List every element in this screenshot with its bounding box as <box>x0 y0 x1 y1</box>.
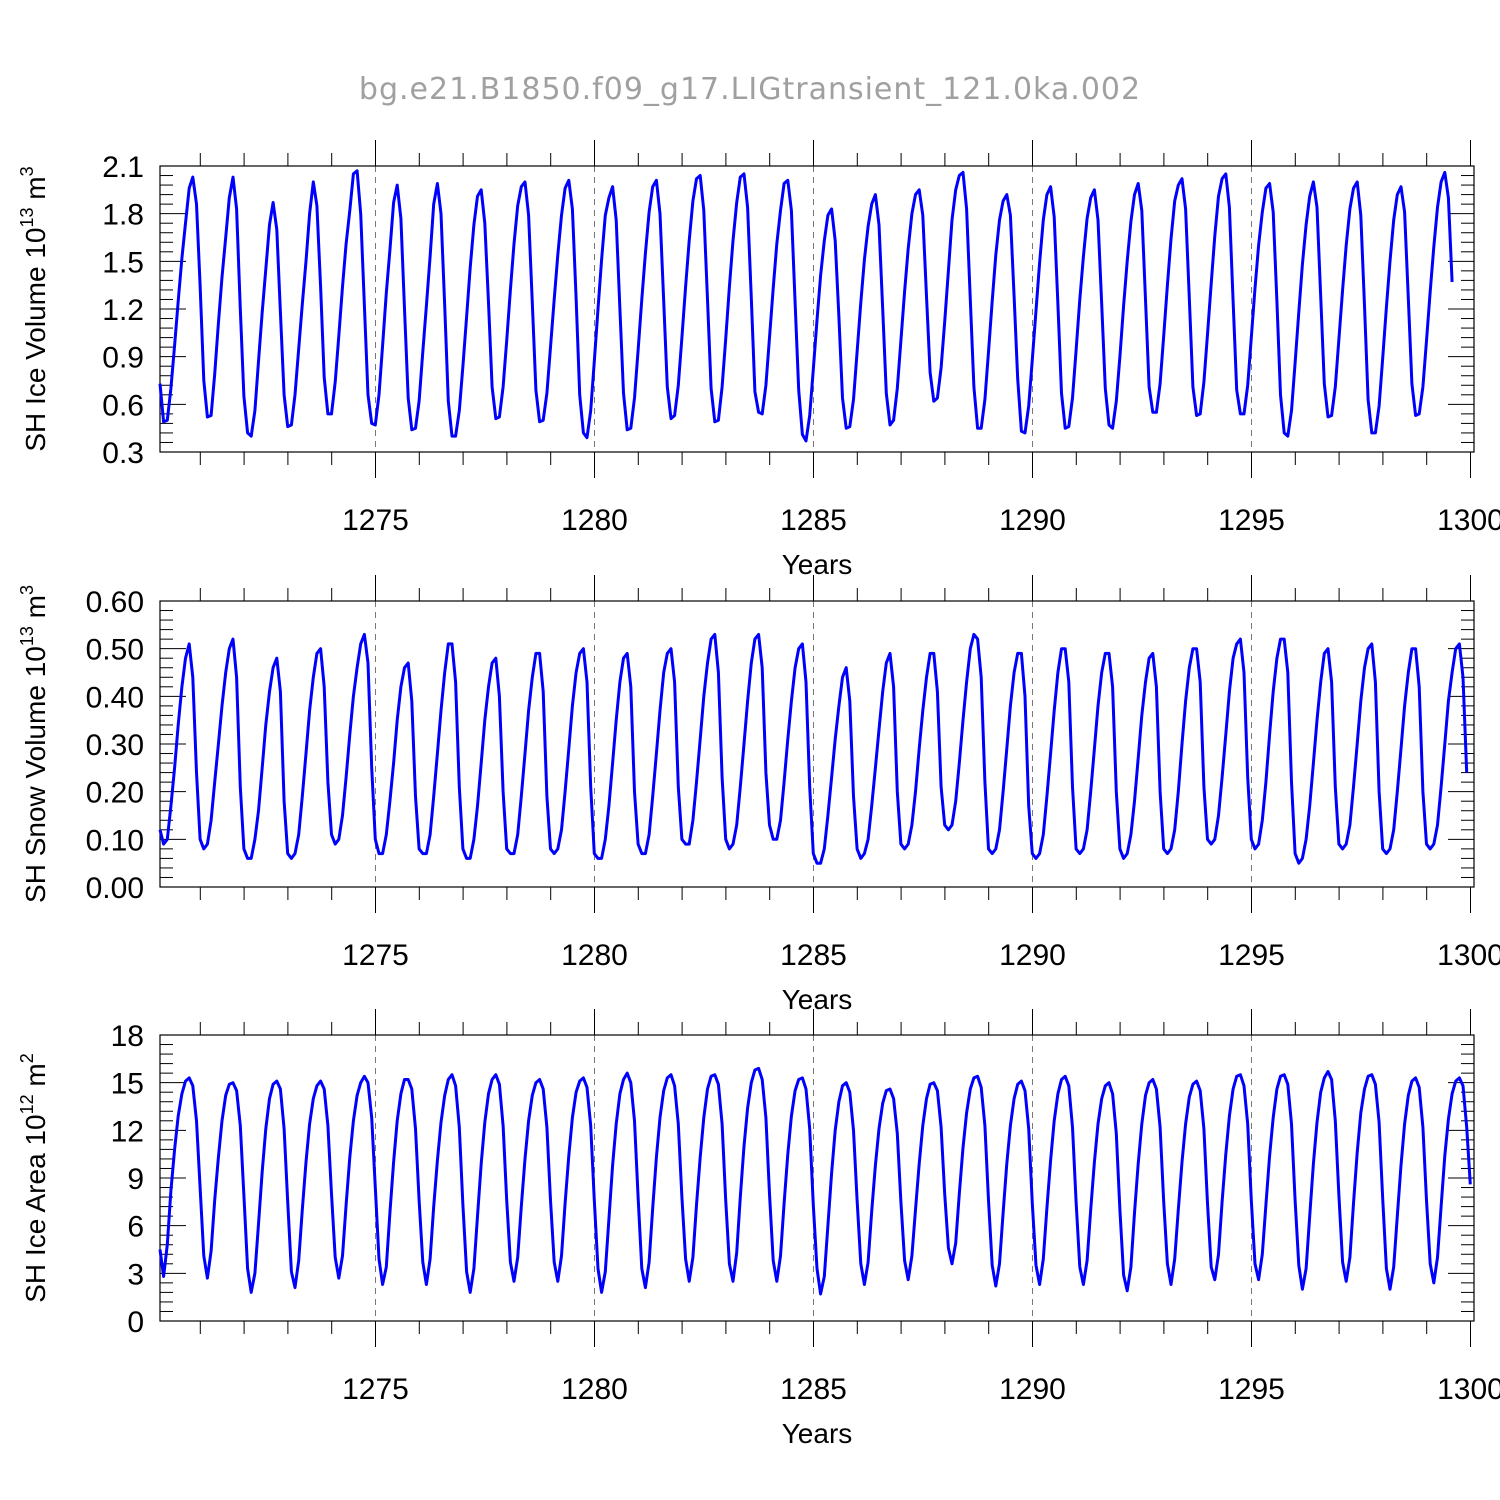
y-tick-label: 2.1 <box>102 151 144 184</box>
x-axis-title: Years <box>782 984 853 1015</box>
y-tick-label: 0.30 <box>86 729 144 762</box>
y-axis-title-unit-exponent: 3 <box>17 166 37 176</box>
y-tick-label: 0.6 <box>102 389 144 422</box>
y-axis-title: SH Snow Volume 1013 m3 <box>17 585 51 903</box>
y-tick-label: 0.3 <box>102 437 144 470</box>
x-tick-label: 1280 <box>561 1373 628 1406</box>
x-tick-label: 1300 <box>1437 504 1500 537</box>
panel-ice-volume: 0.3 0.6 0.9 1.2 1.5 1.8 2.1 1275 1280 1285 1290 129… <box>17 140 1500 580</box>
x-tick-label: 1300 <box>1437 939 1500 972</box>
x-axis-title: Years <box>782 1418 853 1449</box>
x-tick-label: 1290 <box>999 1373 1066 1406</box>
y-axis-title-exponent: 13 <box>17 207 37 227</box>
y-axis-title-exponent: 13 <box>17 626 37 646</box>
y-tick-label: 1.2 <box>102 294 144 327</box>
x-tick-label: 1290 <box>999 504 1066 537</box>
x-tick-label: 1300 <box>1437 1373 1500 1406</box>
y-tick-label: 9 <box>127 1163 144 1196</box>
y-tick-label: 0.20 <box>86 777 144 810</box>
y-axis-title-unit-exponent: 2 <box>17 1053 37 1063</box>
y-tick-label: 0.60 <box>86 586 144 619</box>
data-series-line <box>158 1066 1472 1296</box>
y-axis-title: SH Ice Volume 1013 m3 <box>17 166 51 451</box>
y-tick-label: 15 <box>111 1068 144 1101</box>
x-axis-title: Years <box>782 549 853 580</box>
x-tick-label: 1285 <box>780 1373 847 1406</box>
panel-snow-volume: 0.00 0.10 0.20 0.30 0.40 0.50 0.60 1275 1280 1285… <box>17 575 1500 1015</box>
y-tick-label: 0.00 <box>86 872 144 905</box>
x-tick-label: 1295 <box>1218 1373 1285 1406</box>
y-axis-title-exponent: 12 <box>17 1094 37 1114</box>
panel-ice-area: 0 3 6 9 12 15 18 1275 1280 1285 1290 1295 1300 Years S… <box>17 1009 1500 1449</box>
y-tick-label: 0.10 <box>86 824 144 857</box>
x-tick-label: 1295 <box>1218 504 1285 537</box>
y-tick-label: 3 <box>127 1258 144 1291</box>
x-tick-label: 1285 <box>780 504 847 537</box>
x-tick-label: 1280 <box>561 504 628 537</box>
data-series-line <box>158 632 1469 865</box>
y-tick-label: 12 <box>111 1115 144 1148</box>
x-tick-label: 1280 <box>561 939 628 972</box>
y-tick-label: 18 <box>111 1020 144 1053</box>
y-axis-title-unit: m <box>20 176 51 207</box>
y-axis-title-unit: m <box>20 1063 51 1094</box>
plot-frame <box>159 600 1475 888</box>
y-tick-label: 0.9 <box>102 342 144 375</box>
y-tick-label: 1.5 <box>102 246 144 279</box>
x-tick-label: 1275 <box>342 1373 409 1406</box>
y-axis-title-unit: m <box>20 595 51 626</box>
y-tick-label: 1.8 <box>102 199 144 232</box>
x-tick-label: 1275 <box>342 939 409 972</box>
chart-title: bg.e21.B1850.f09_g17.LIGtransient_121.0k… <box>358 72 1142 107</box>
y-axis-title: SH Ice Area 1012 m2 <box>17 1053 51 1303</box>
y-axis-title-text: SH Ice Area 10 <box>20 1114 51 1302</box>
y-tick-label: 0.40 <box>86 681 144 714</box>
data-series-line <box>158 169 1454 443</box>
y-axis-title-text: SH Snow Volume 10 <box>20 646 51 903</box>
y-axis-title-unit-exponent: 3 <box>17 585 37 595</box>
y-tick-label: 6 <box>127 1211 144 1244</box>
x-tick-label: 1290 <box>999 939 1066 972</box>
x-tick-label: 1275 <box>342 504 409 537</box>
x-tick-label: 1285 <box>780 939 847 972</box>
y-axis-title-text: SH Ice Volume 10 <box>20 228 51 452</box>
y-tick-label: 0.50 <box>86 634 144 667</box>
y-tick-label: 0 <box>127 1306 144 1339</box>
x-tick-label: 1295 <box>1218 939 1285 972</box>
